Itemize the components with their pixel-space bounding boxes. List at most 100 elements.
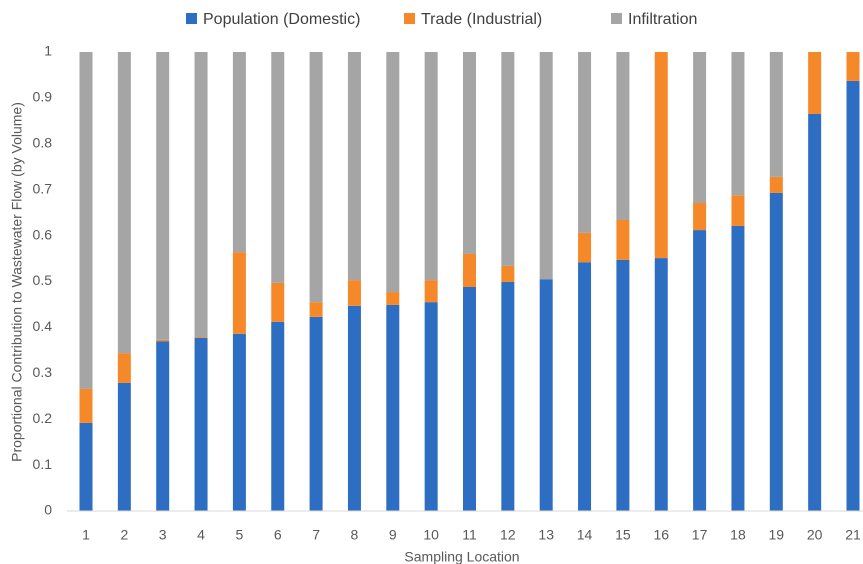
bar-segment [156, 339, 170, 342]
bar-segment [654, 258, 668, 511]
x-tick-label: 13 [538, 527, 554, 543]
bar-segment [232, 52, 246, 253]
bar-segment [501, 52, 515, 266]
bar-segment [654, 52, 668, 259]
bar-segment [156, 341, 170, 511]
y-tick-label: 0.5 [33, 272, 53, 288]
y-tick-label: 1 [44, 43, 52, 59]
x-tick-label: 19 [769, 527, 785, 543]
bar-segment [309, 302, 323, 317]
bar-segment [578, 262, 592, 511]
x-tick-label: 10 [423, 527, 439, 543]
x-tick-label: 7 [312, 527, 320, 543]
bar-segment [769, 52, 783, 177]
bar-segment [347, 52, 361, 281]
y-tick-label: 0.2 [33, 410, 53, 426]
bar-segment [424, 52, 438, 281]
x-tick-label: 9 [389, 527, 397, 543]
bar-segment [846, 52, 860, 81]
bar-segment [271, 52, 285, 283]
x-tick-label: 16 [653, 527, 669, 543]
bar-segment [578, 52, 592, 233]
y-tick-label: 0.7 [33, 180, 53, 196]
bar-segment [386, 292, 400, 305]
bar-segment [386, 52, 400, 293]
x-tick-label: 15 [615, 527, 631, 543]
x-tick-label: 18 [730, 527, 746, 543]
y-tick-label: 0 [44, 502, 52, 518]
bar-segment [117, 353, 131, 383]
bar-segment [731, 225, 745, 511]
x-axis-title: Sampling Location [404, 549, 519, 564]
x-tick-label: 5 [236, 527, 244, 543]
bar-segment [117, 52, 131, 354]
x-tick-label: 3 [159, 527, 167, 543]
bar-segment [808, 52, 822, 114]
legend-label: Trade (Industrial) [421, 11, 542, 28]
bar-segment [79, 422, 93, 511]
legend-swatch [611, 13, 622, 24]
bar-segment [463, 253, 476, 288]
bar-segment [578, 232, 592, 263]
bar-segment [271, 282, 285, 322]
bar-segment [463, 287, 476, 511]
bar-segment [616, 52, 630, 220]
bar-segment [693, 230, 707, 512]
bar-segment [501, 265, 515, 282]
bar-segment [194, 52, 208, 338]
bar-segment [731, 195, 745, 226]
y-tick-label: 0.9 [33, 89, 53, 105]
bar-segment [424, 280, 438, 303]
bar-segment [347, 280, 361, 306]
x-tick-label: 20 [807, 527, 823, 543]
x-tick-label: 4 [197, 527, 205, 543]
bar-segment [424, 302, 438, 511]
x-tick-label: 21 [845, 527, 861, 543]
bar-segment [463, 52, 476, 254]
legend-label: Population (Domestic) [203, 11, 360, 28]
x-tick-label: 1 [82, 527, 90, 543]
bar-segment [309, 52, 323, 303]
bar-segment [347, 305, 361, 511]
bar-segment [386, 304, 400, 511]
x-tick-label: 11 [462, 527, 477, 543]
bar-segment [501, 281, 515, 511]
bar-segment [271, 321, 285, 511]
y-tick-label: 0.6 [33, 226, 53, 242]
x-tick-label: 2 [120, 527, 128, 543]
bar-segment [693, 203, 707, 231]
bar-segment [117, 382, 131, 511]
x-tick-label: 17 [692, 527, 708, 543]
bar-segment [769, 192, 783, 511]
legend-label: Infiltration [628, 11, 697, 28]
bar-segment [808, 113, 822, 511]
legend-swatch [404, 13, 415, 24]
bar-segment [769, 176, 783, 193]
y-tick-label: 0.8 [33, 135, 53, 151]
bar-segment [309, 316, 323, 511]
bar-segment [79, 52, 93, 389]
bar-segment [693, 52, 707, 204]
bar-segment [156, 52, 170, 340]
bar-segment [194, 337, 208, 511]
bar-segment [79, 388, 93, 423]
bar-segment [194, 337, 208, 338]
bar-segment [232, 252, 246, 334]
legend-swatch [186, 13, 197, 24]
bar-segment [616, 259, 630, 511]
x-tick-label: 14 [577, 527, 593, 543]
bar-segment [616, 219, 630, 260]
y-tick-label: 0.3 [33, 364, 53, 380]
bar-segment [539, 279, 553, 511]
x-tick-label: 8 [351, 527, 359, 543]
y-axis-title: Proportional Contribution to Wastewater … [9, 102, 25, 462]
bar-segment [731, 52, 745, 196]
x-tick-label: 6 [274, 527, 282, 543]
bar-segment [232, 333, 246, 511]
y-tick-label: 0.1 [33, 456, 53, 472]
y-tick-label: 0.4 [33, 318, 53, 334]
bar-segment [539, 52, 553, 280]
x-tick-label: 12 [500, 527, 516, 543]
bar-segment [846, 80, 860, 512]
